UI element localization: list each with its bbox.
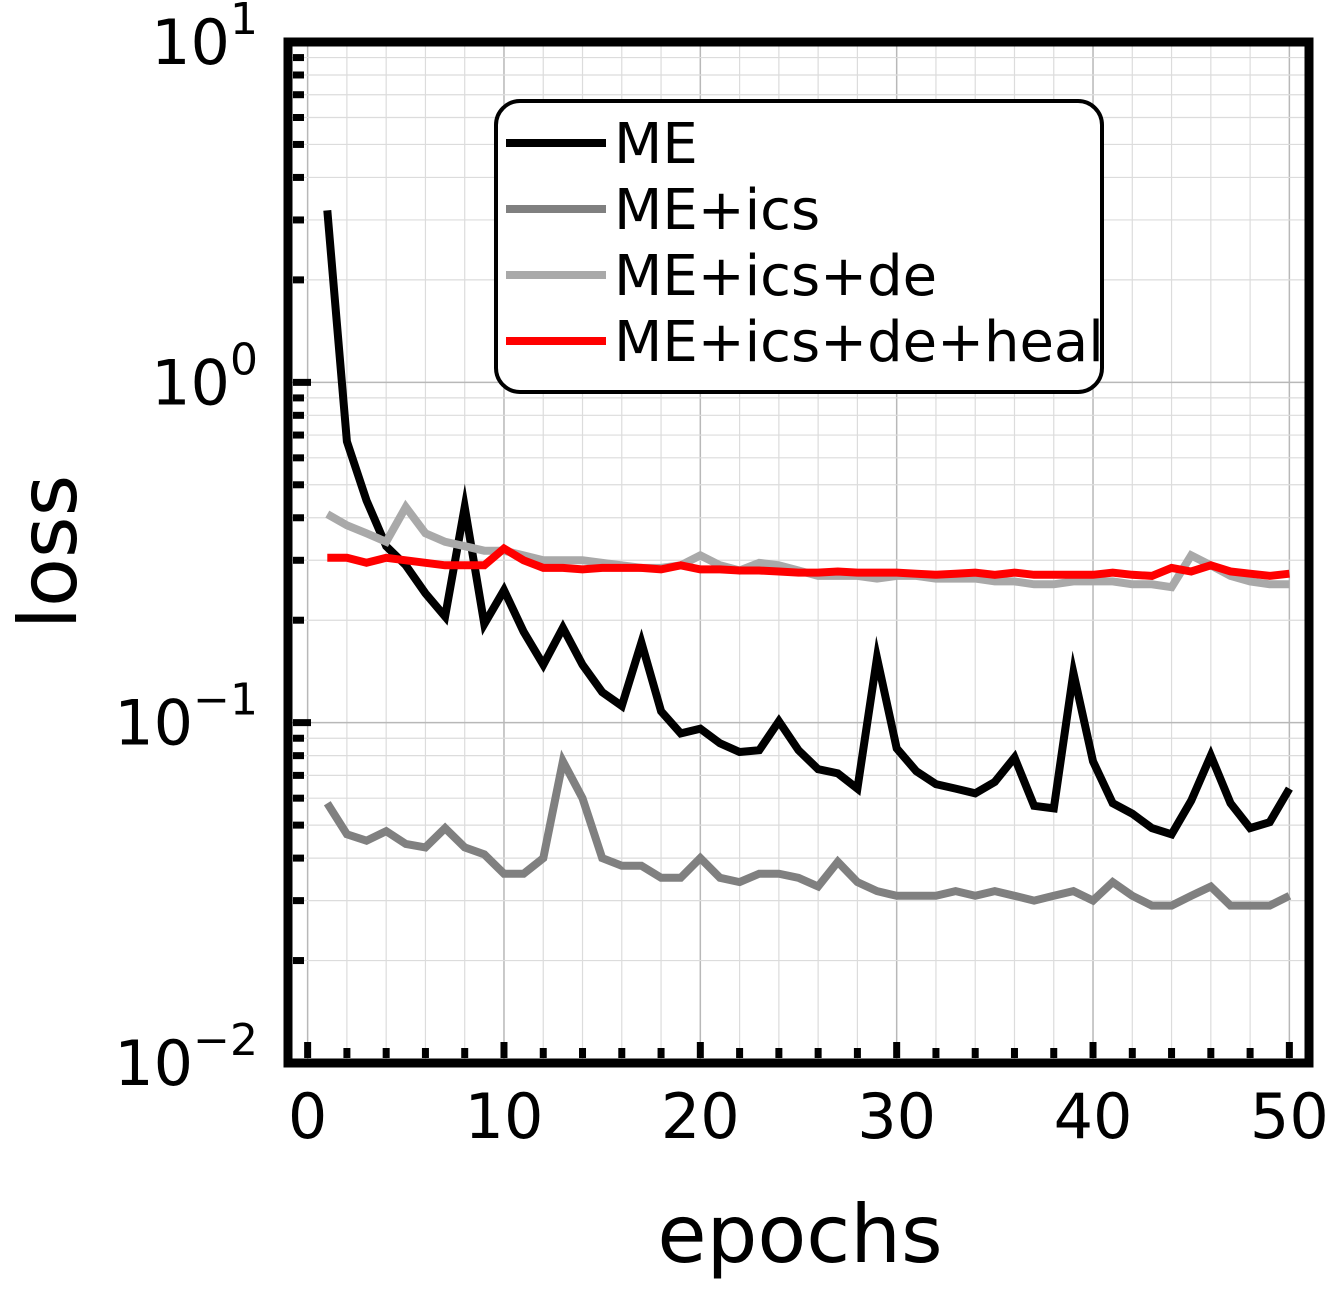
y-tick-exponent: 1	[230, 0, 258, 45]
x-tick-label: 50	[1250, 1080, 1329, 1153]
x-axis-label: epochs	[657, 1188, 942, 1281]
y-tick-exponent: −2	[193, 1015, 258, 1066]
y-tick-exponent: −1	[193, 675, 258, 726]
series-line-me	[323, 210, 1293, 840]
legend-box	[494, 99, 1104, 394]
legend-label-me-ics-de-heal: ME+ics+de+heal	[614, 310, 1104, 375]
x-tick-label: 40	[1054, 1080, 1133, 1153]
x-tick-label: 10	[465, 1080, 544, 1153]
y-tick-label: 101	[151, 0, 258, 79]
x-tick-label: 0	[288, 1080, 327, 1153]
legend-label-me-ics-de: ME+ics+de	[614, 244, 937, 309]
plot-frame	[283, 37, 1314, 1068]
y-tick-label: 10−1	[114, 675, 258, 760]
y-axis-label: loss	[2, 475, 95, 630]
legend-label-me: ME	[614, 112, 698, 177]
y-tick-base: 10	[151, 346, 230, 419]
series-lines	[323, 210, 1293, 910]
y-tick-exponent: 0	[230, 334, 258, 385]
y-tick-base: 10	[114, 687, 193, 760]
legend-label-me-ics: ME+ics	[614, 178, 820, 243]
y-tick-label: 100	[151, 334, 258, 419]
series-line-me-ics	[323, 749, 1292, 910]
x-tick-label: 20	[661, 1080, 740, 1153]
x-tick-label: 30	[857, 1080, 936, 1153]
y-tick-base: 10	[114, 1027, 193, 1100]
series-line-me-ics-de-heal	[327, 543, 1290, 580]
y-tick-base: 10	[151, 6, 230, 79]
y-tick-label: 10−2	[114, 1015, 258, 1100]
